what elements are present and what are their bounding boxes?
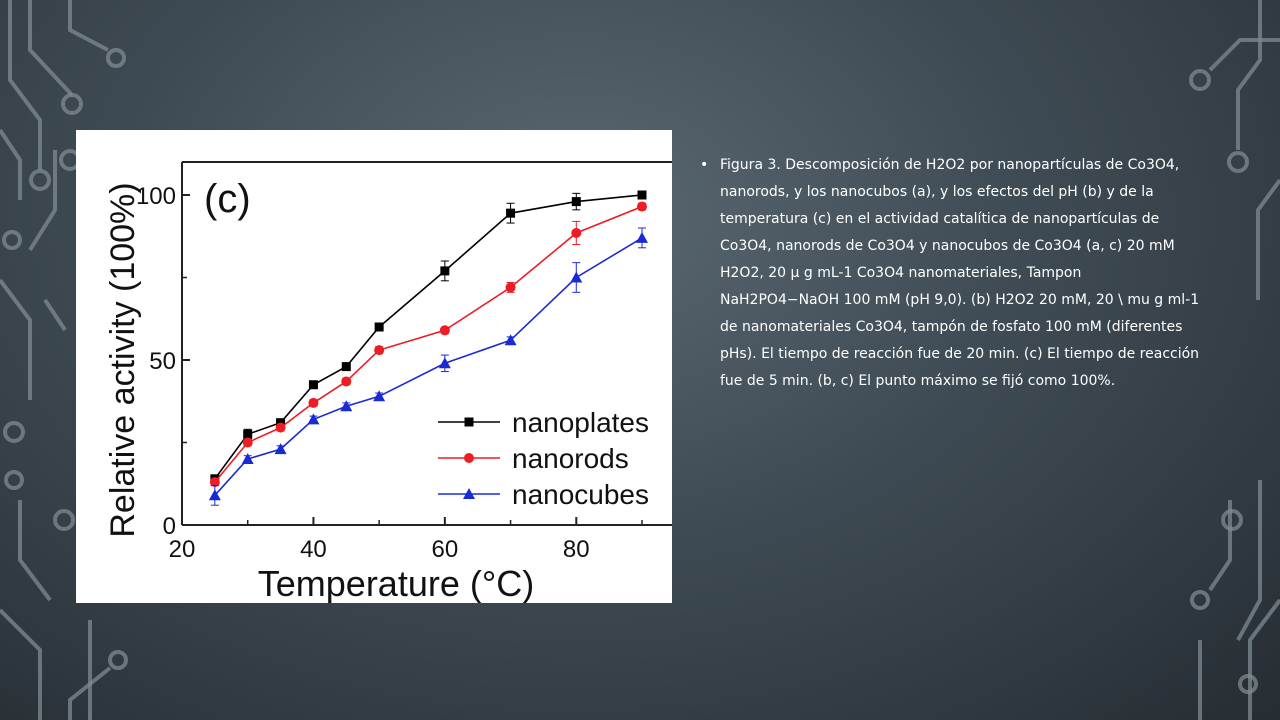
data-point <box>571 227 582 238</box>
y-tick-label: 50 <box>149 348 176 375</box>
legend-marker <box>464 417 474 427</box>
series-line <box>214 205 643 483</box>
data-point <box>275 422 286 433</box>
x-tick-label: 80 <box>563 536 590 563</box>
data-point <box>209 477 220 488</box>
data-point <box>505 282 516 293</box>
data-point <box>373 390 386 402</box>
data-point <box>504 334 517 346</box>
legend-marker <box>464 453 474 463</box>
data-point <box>440 266 450 276</box>
data-point <box>241 453 254 464</box>
series-nanorods <box>209 201 647 488</box>
y-tick-label: 0 <box>163 513 176 540</box>
data-point <box>242 437 253 448</box>
data-point <box>341 362 351 372</box>
x-tick-label: 20 <box>169 536 196 563</box>
data-point <box>570 271 583 283</box>
x-tick-label: 60 <box>432 536 459 563</box>
data-point <box>341 376 352 387</box>
y-axis-label: Relative activity (100%) <box>104 182 142 537</box>
data-point <box>308 380 318 390</box>
series-nanocubes <box>208 227 648 506</box>
data-point <box>274 443 287 455</box>
panel-label: (c) <box>204 177 251 221</box>
data-point <box>243 429 253 439</box>
series-line <box>214 194 643 480</box>
data-point <box>439 325 450 336</box>
data-point <box>637 190 647 200</box>
caption-text: Figura 3. Descomposición de H2O2 por nan… <box>720 157 1200 389</box>
data-point <box>374 345 385 356</box>
data-point <box>307 413 320 425</box>
chart-axes: 0 50 100 20 40 60 80 <box>136 161 672 563</box>
y-tick-label: 100 <box>136 183 176 210</box>
caption-bullet: • <box>700 157 709 173</box>
data-point <box>340 400 353 412</box>
figure-caption: • Figura 3. Descomposición de H2O2 por n… <box>700 152 1200 395</box>
data-point <box>208 489 221 501</box>
data-point <box>374 322 384 332</box>
data-point <box>571 197 581 207</box>
temperature-activity-chart: 0 50 100 20 40 60 80 nanoplates nanorods nanocub… <box>104 161 672 603</box>
legend-entry-nanocubes: nanocubes <box>512 479 649 510</box>
data-point <box>506 208 516 218</box>
series-line <box>214 237 643 496</box>
legend-entry-nanoplates: nanoplates <box>512 407 649 438</box>
chart-panel: 0 50 100 20 40 60 80 nanoplates nanorods nanocub… <box>76 130 672 603</box>
x-axis-label: Temperature (°C) <box>258 563 534 603</box>
x-tick-label: 40 <box>300 536 327 563</box>
series-nanoplates <box>210 190 647 484</box>
legend-entry-nanorods: nanorods <box>512 443 629 474</box>
chart-legend: nanoplates nanorods nanocubes <box>438 407 649 510</box>
data-point <box>308 397 319 408</box>
data-point <box>438 357 451 369</box>
chart-series-layer <box>208 190 648 506</box>
data-point <box>637 201 647 212</box>
data-point <box>636 231 648 243</box>
legend-marker <box>463 488 475 499</box>
